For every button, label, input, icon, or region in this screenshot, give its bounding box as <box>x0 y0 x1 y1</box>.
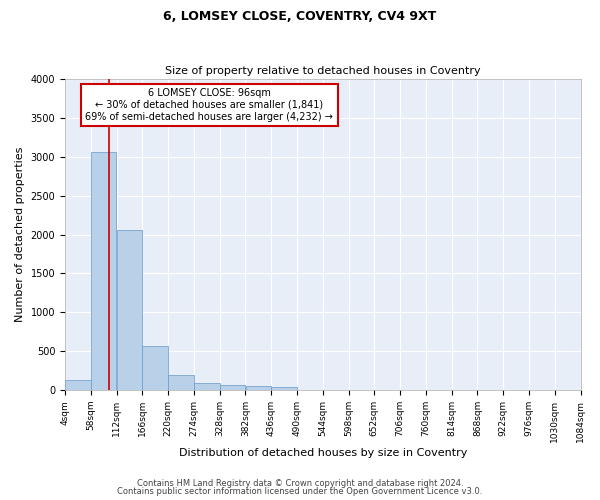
Bar <box>168 374 194 390</box>
Bar <box>91 152 116 390</box>
Text: Contains public sector information licensed under the Open Government Licence v3: Contains public sector information licen… <box>118 487 482 496</box>
Bar <box>271 386 297 390</box>
Y-axis label: Number of detached properties: Number of detached properties <box>15 147 25 322</box>
X-axis label: Distribution of detached houses by size in Coventry: Distribution of detached houses by size … <box>179 448 467 458</box>
Bar <box>245 386 271 390</box>
Text: Contains HM Land Registry data © Crown copyright and database right 2024.: Contains HM Land Registry data © Crown c… <box>137 478 463 488</box>
Title: Size of property relative to detached houses in Coventry: Size of property relative to detached ho… <box>165 66 481 76</box>
Text: 6, LOMSEY CLOSE, COVENTRY, CV4 9XT: 6, LOMSEY CLOSE, COVENTRY, CV4 9XT <box>163 10 437 23</box>
Text: 6 LOMSEY CLOSE: 96sqm
← 30% of detached houses are smaller (1,841)
69% of semi-d: 6 LOMSEY CLOSE: 96sqm ← 30% of detached … <box>85 88 333 122</box>
Bar <box>142 346 168 390</box>
Bar <box>194 384 220 390</box>
Bar <box>220 385 245 390</box>
Bar <box>65 380 91 390</box>
Bar <box>116 230 142 390</box>
